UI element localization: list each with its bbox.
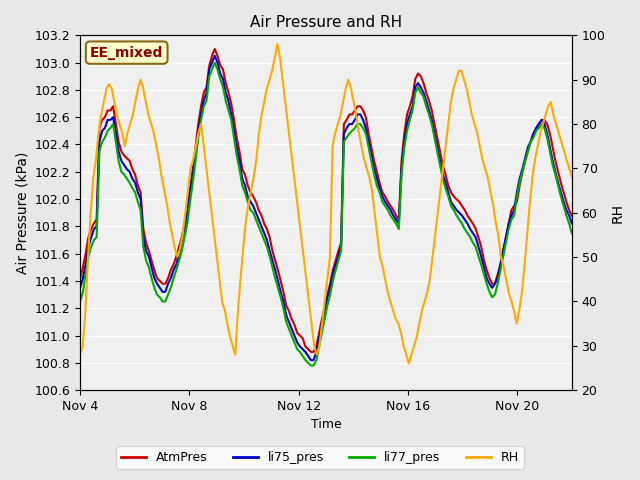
Line: li75_pres: li75_pres: [80, 56, 572, 360]
RH: [255, 130, 263, 136]
li75_pres: [266, 248, 273, 254]
li75_pres: [557, 190, 564, 195]
li77_pres: [568, 230, 576, 236]
Line: AtmPres: AtmPres: [80, 49, 572, 352]
AtmPres: [307, 349, 315, 355]
Line: RH: RH: [80, 44, 572, 363]
li77_pres: [211, 60, 219, 65]
Y-axis label: Air Pressure (kPa): Air Pressure (kPa): [15, 152, 29, 274]
RH: [76, 352, 84, 358]
AtmPres: [76, 276, 84, 281]
RH: [557, 139, 565, 144]
li77_pres: [134, 199, 141, 204]
li75_pres: [518, 166, 526, 172]
li75_pres: [84, 244, 92, 250]
AtmPres: [266, 234, 273, 240]
Y-axis label: RH: RH: [611, 203, 625, 223]
Title: Air Pressure and RH: Air Pressure and RH: [250, 15, 402, 30]
RH: [568, 174, 576, 180]
RH: [405, 360, 413, 366]
AtmPres: [568, 213, 576, 218]
Text: EE_mixed: EE_mixed: [90, 46, 163, 60]
li75_pres: [178, 240, 186, 246]
RH: [226, 334, 234, 340]
RH: [273, 41, 281, 47]
RH: [239, 245, 247, 251]
li77_pres: [178, 248, 186, 254]
AtmPres: [518, 169, 526, 175]
AtmPres: [178, 234, 186, 240]
AtmPres: [134, 182, 141, 188]
li75_pres: [568, 221, 576, 227]
AtmPres: [557, 180, 564, 186]
li77_pres: [307, 363, 315, 369]
li77_pres: [557, 193, 564, 199]
AtmPres: [211, 46, 219, 52]
li75_pres: [307, 357, 315, 363]
li77_pres: [76, 299, 84, 304]
li77_pres: [84, 253, 92, 259]
RH: [79, 343, 86, 348]
li77_pres: [266, 253, 273, 259]
li77_pres: [518, 169, 526, 175]
li75_pres: [134, 190, 141, 195]
Legend: AtmPres, li75_pres, li77_pres, RH: AtmPres, li75_pres, li77_pres, RH: [116, 446, 524, 469]
Line: li77_pres: li77_pres: [80, 62, 572, 366]
li75_pres: [211, 53, 219, 59]
li75_pres: [76, 285, 84, 291]
X-axis label: Time: Time: [310, 419, 341, 432]
AtmPres: [84, 234, 92, 240]
RH: [126, 121, 134, 127]
